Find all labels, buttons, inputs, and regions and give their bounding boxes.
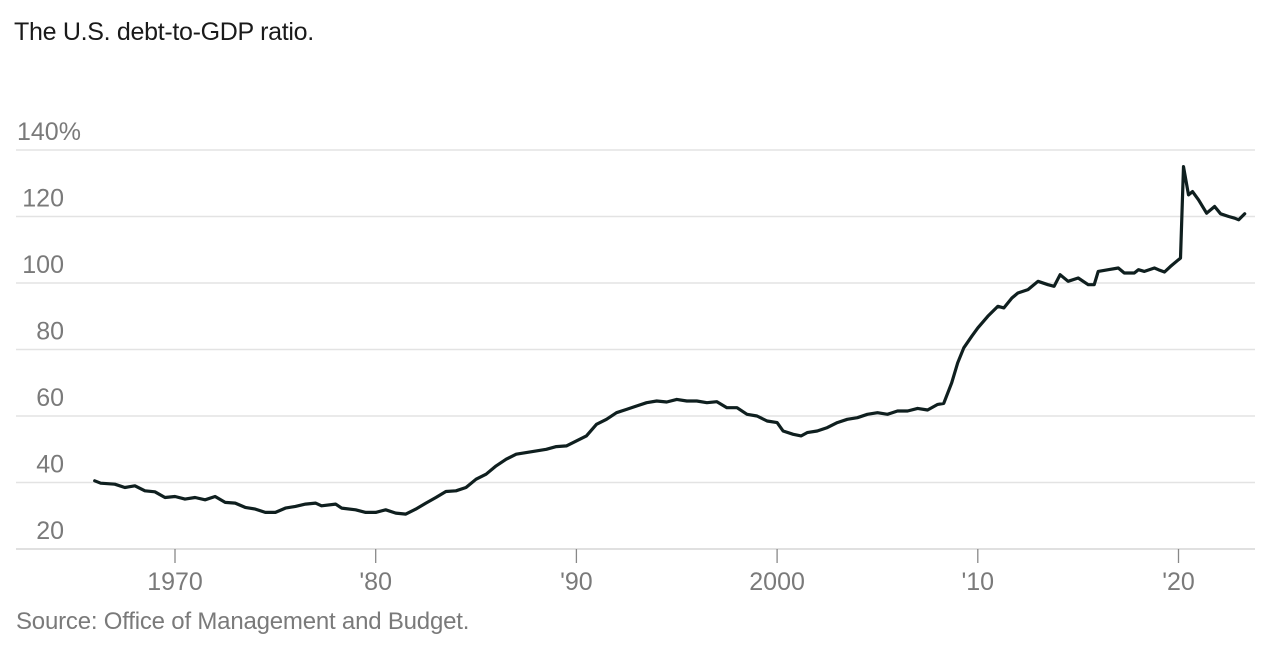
x-tick-label: 2000: [749, 568, 805, 596]
source-note: Source: Office of Management and Budget.: [16, 608, 470, 635]
y-tick-label: 60: [36, 384, 64, 412]
debt-to-gdp-line: [93, 165, 1247, 516]
x-tick-label: 1970: [147, 568, 203, 596]
y-tick-label: 140%: [17, 118, 81, 146]
x-tick-label: '80: [359, 568, 392, 596]
x-tick-label: '90: [560, 568, 593, 596]
y-tick-label: 100: [22, 251, 64, 279]
x-tick-label: '20: [1162, 568, 1195, 596]
y-tick-label: 20: [36, 517, 64, 545]
y-tick-label: 40: [36, 451, 64, 479]
y-tick-label: 80: [36, 318, 64, 346]
chart-title: The U.S. debt-to-GDP ratio.: [14, 18, 314, 46]
y-tick-label: 120: [22, 185, 64, 213]
x-tick-label: '10: [962, 568, 995, 596]
